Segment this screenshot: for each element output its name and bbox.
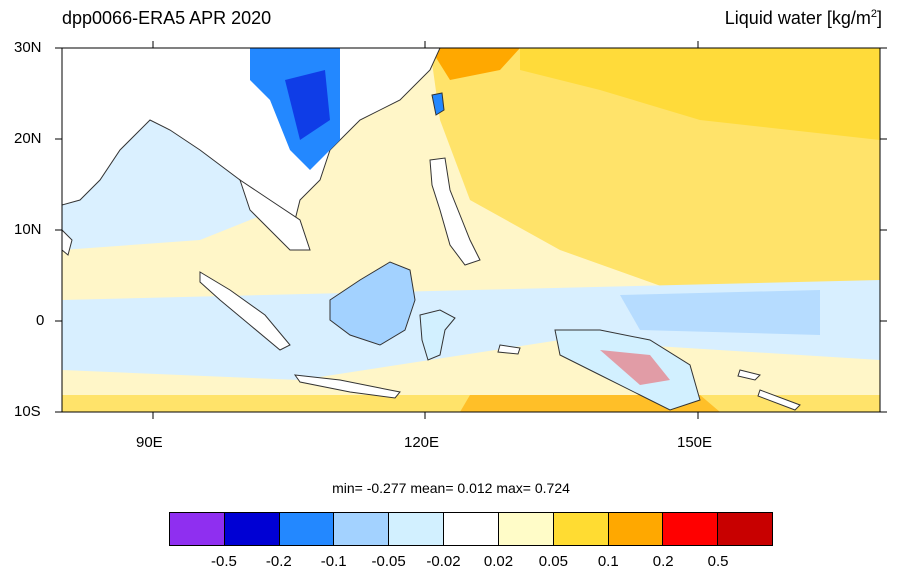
lon-label-90e: 90E [136,434,163,451]
colorbar [169,512,773,546]
colorbar-swatch [663,513,719,545]
indochina-landmass [239,178,311,251]
island-small-2 [737,369,761,381]
stat-min-value: -0.277 [366,480,407,496]
colorbar-tick-label: 0.02 [483,553,514,570]
lat-label-eq: 0 [36,312,45,329]
stat-max-value: 0.724 [534,480,570,496]
stat-min-label: min= [332,480,363,496]
colorbar-swatch [170,513,225,545]
lat-label-10n: 10N [14,221,42,238]
stat-mean-label: mean= [410,480,454,496]
colorbar-tick-label: 0.5 [707,553,729,570]
hot-spot-new-guinea [600,350,670,385]
colorbar-swatch [444,513,499,545]
axis-ticks [55,41,887,419]
colorbar-swatch [279,513,335,545]
colorbar-tick-label: -0.5 [210,553,237,570]
colorbar-swatch [718,513,772,545]
figure-title: dpp0066-ERA5 APR 2020 [62,8,272,28]
field-layer [62,48,880,412]
colorbar-tick-label: 0.1 [597,553,619,570]
borneo-landmass [329,261,416,346]
lat-label-20n: 20N [14,130,42,147]
stats-line: min= -0.277 mean= 0.012 max= 0.724 [0,480,902,496]
colorbar-swatch [224,513,280,545]
sulawesi-landmass [419,309,456,361]
lon-label-150e: 150E [677,434,713,451]
lon-label-120e: 120E [404,434,440,451]
colorbar-swatch [389,513,445,545]
island-small-1 [497,344,521,355]
cold-spot-south-china [285,70,330,140]
lat-label-10s: 10S [14,403,41,420]
hot-spot-north [430,48,520,80]
variable-title: Liquid water [kg/m2] [724,8,882,28]
colorbar-tick-label: -0.1 [320,553,347,570]
stat-max-label: max= [496,480,531,496]
new-guinea-landmass [554,329,701,411]
sri-lanka-landmass [62,229,73,256]
cool-region-pacific [620,290,820,335]
philippines-landmass [429,157,481,266]
colorbar-tick-label: -0.05 [371,553,406,570]
stat-mean-value: 0.012 [457,480,493,496]
lat-label-30n: 30N [14,39,42,56]
sumatra-landmass [199,271,291,351]
colorbar-tick-label: -0.2 [265,553,292,570]
colorbar-swatch [608,513,664,545]
colorbar-tick-label: 0.05 [538,553,568,570]
island-small-3 [757,389,801,411]
colorbar-tick-label: 0.2 [652,553,674,570]
colorbar-swatch [498,513,554,545]
warm-region-core [520,48,880,140]
colorbar-swatch [553,513,609,545]
java-landmass [293,374,401,399]
colorbar-tick-label: -0.02 [426,553,461,570]
taiwan-landmass [431,92,445,116]
colorbar-swatch [334,513,390,545]
